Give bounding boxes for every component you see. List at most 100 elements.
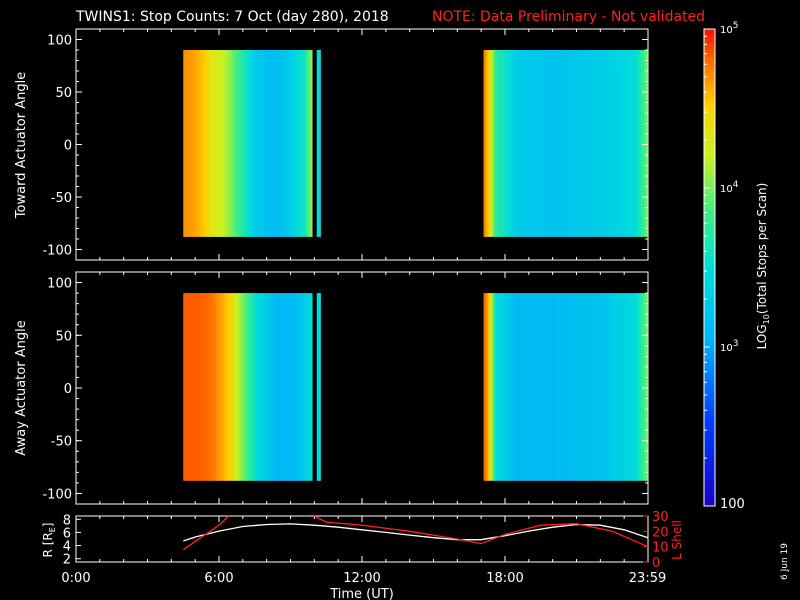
away-heat-column (595, 293, 599, 481)
toward-heat-column (607, 50, 611, 237)
away-heat-column (516, 293, 520, 481)
toward-heat-column (588, 50, 592, 237)
toward-heat-column (252, 50, 256, 237)
away-heat-column (483, 293, 487, 481)
away-heat-column (204, 293, 208, 481)
toward-heat-column (257, 50, 261, 237)
toward-heat-column (638, 50, 642, 237)
toward-heat-column (547, 50, 551, 237)
l-shell-tick-label: 0 (652, 556, 660, 571)
toward-heat-column (485, 50, 489, 237)
away-heat-column (495, 293, 499, 481)
orbit-plot-frame (75, 515, 649, 563)
r-tick-label: 8 (63, 513, 71, 528)
away-heat-column (526, 293, 530, 481)
away-heat-column (252, 293, 256, 481)
toward-heat-column (199, 50, 203, 237)
l-shell-tick-label: 20 (652, 525, 669, 540)
toward-heat-column (550, 50, 554, 237)
time-tick-label: 18:00 (486, 571, 523, 586)
toward-heat-column (192, 50, 196, 237)
away-heatmap-panel: 100 50 0 -50 -100 Away Actuator Angle (14, 271, 649, 505)
away-heat-column (545, 293, 549, 481)
toward-heat-column (628, 50, 632, 237)
toward-heat-column (197, 50, 201, 237)
away-heat-column (605, 293, 609, 481)
away-heat-column (588, 293, 592, 481)
away-heat-column (297, 293, 301, 481)
away-heat-column (571, 293, 575, 481)
toward-heat-column (509, 50, 513, 237)
away-heat-column (628, 293, 632, 481)
toward-heat-column (545, 50, 549, 237)
time-tick-label: 12:00 (343, 571, 380, 586)
away-heat-column (269, 293, 273, 481)
toward-heat-column (316, 50, 320, 237)
away-heat-column (617, 293, 620, 481)
away-heat-column (192, 293, 196, 481)
toward-y-tick-label: 0 (64, 139, 72, 154)
toward-heat-column (261, 50, 265, 237)
toward-heat-column (285, 50, 289, 237)
away-heat-column (562, 293, 566, 481)
toward-heat-column (219, 50, 222, 237)
toward-heat-column (300, 50, 304, 237)
away-heat-column (597, 293, 601, 481)
toward-heat-column (521, 50, 525, 237)
toward-heat-column (490, 50, 494, 237)
away-heat-column (557, 293, 561, 481)
away-heat-column (624, 293, 628, 481)
away-heat-column (199, 293, 203, 481)
toward-heat-column (495, 50, 499, 237)
away-y-tick-label: -50 (51, 435, 72, 450)
away-heat-column (254, 293, 258, 481)
colorbar-tick-exponent: 3 (733, 339, 739, 349)
toward-heat-column (259, 50, 263, 237)
away-heat-column (288, 293, 292, 481)
away-heat-column (547, 293, 551, 481)
toward-heat-column (605, 50, 609, 237)
away-heat-column (290, 293, 294, 481)
toward-heat-column (488, 50, 492, 237)
toward-heat-column (564, 50, 568, 237)
toward-heat-column (307, 50, 311, 237)
date-stamp: 6 Jun 19 (780, 543, 790, 580)
away-heat-column (576, 293, 580, 481)
away-heat-column (188, 293, 191, 481)
away-heat-column (309, 293, 313, 481)
toward-heat-column (559, 50, 563, 237)
toward-heat-column (555, 50, 559, 237)
away-heat-column (209, 293, 213, 481)
away-heat-column (488, 293, 492, 481)
l-shell-axis-label: L Shell (670, 520, 684, 560)
toward-heat-column (276, 50, 280, 237)
toward-heat-column (242, 50, 246, 237)
toward-heat-column (633, 50, 637, 237)
toward-y-tick-label: -100 (42, 244, 72, 259)
away-heat-column (485, 293, 489, 481)
away-heat-column (493, 293, 497, 481)
toward-heat-column (538, 50, 542, 237)
toward-heat-column (524, 50, 528, 237)
toward-heat-column (516, 50, 520, 237)
toward-heat-column (230, 50, 234, 237)
away-heat-column (490, 293, 494, 481)
colorbar-tick-label: 104 (720, 180, 739, 195)
time-tick-label: 0:00 (61, 571, 90, 586)
away-heat-column (273, 293, 277, 481)
toward-heat-column (216, 50, 220, 237)
toward-heat-column (185, 50, 189, 237)
toward-heat-column (578, 50, 582, 237)
toward-heat-column (221, 50, 225, 237)
figure-title: TWINS1: Stop Counts: 7 Oct (day 280), 20… (75, 9, 389, 25)
away-heat-column (566, 293, 570, 481)
r-axis-label: R [RE] (41, 523, 57, 558)
toward-heat-column (626, 50, 630, 237)
away-heat-column (264, 293, 268, 481)
away-heat-column (238, 293, 242, 481)
preliminary-note: NOTE: Data Preliminary - Not validated (432, 9, 705, 25)
